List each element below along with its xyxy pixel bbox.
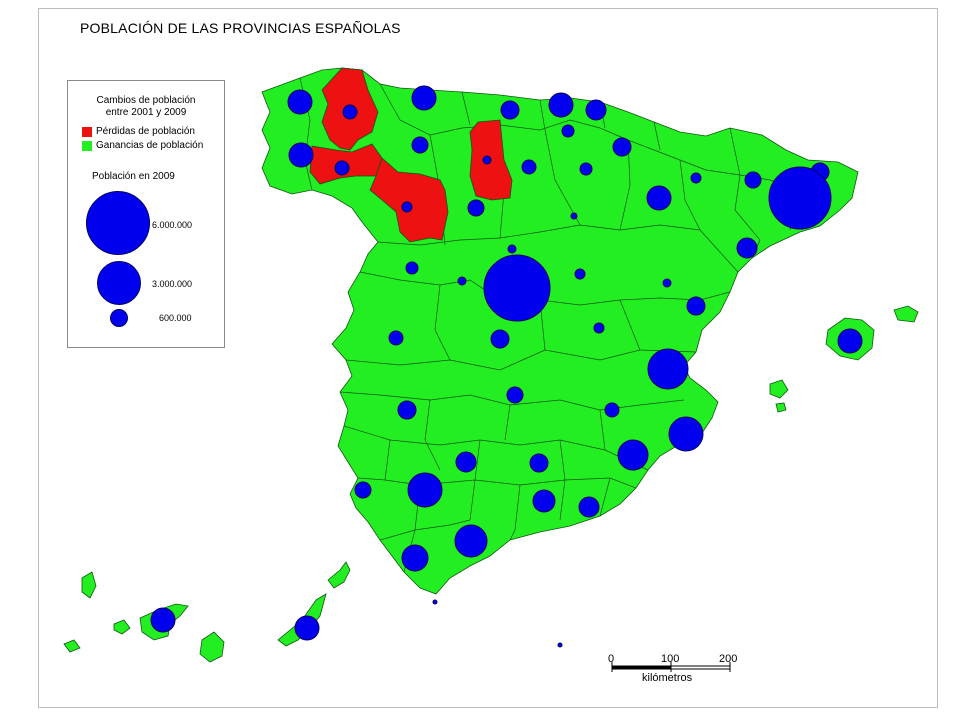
legend-value-small: 600.000: [159, 313, 192, 323]
scale-bar: [611, 662, 731, 672]
bubble-tarragona: [736, 237, 758, 259]
bubble-lleida: [744, 171, 762, 189]
island-la-gomera: [113, 619, 131, 635]
bubble-madrid: [483, 254, 551, 322]
bubble-malaga: [454, 524, 488, 558]
island-lanzarote: [327, 561, 351, 589]
bubble-jaen: [529, 453, 549, 473]
bubble-cuenca: [593, 322, 605, 334]
island-gran-canaria: [199, 631, 225, 663]
bubble-albacete: [604, 402, 620, 418]
bubble-ourense: [334, 160, 350, 176]
bubble-ceuta: [432, 599, 438, 605]
legend-circle-small: [110, 309, 128, 327]
loss-label: Pérdidas de población: [96, 126, 195, 137]
legend: Cambios de población entre 2001 y 2009 P…: [67, 80, 225, 348]
bubble-pontevedra: [288, 142, 314, 168]
gain-label: Ganancias de población: [96, 140, 204, 151]
island-menorca: [893, 305, 919, 323]
scale-tick-100: 100: [661, 653, 680, 665]
bubble-navarra: [612, 137, 632, 157]
bubble-zaragoza: [646, 185, 672, 211]
bubble-soria: [570, 212, 578, 220]
population-title: Población en 2009: [92, 171, 175, 182]
legend-value-large: 6.000.000: [152, 220, 193, 230]
bubble-baleares: [837, 328, 863, 354]
scale-unit: kilómetros: [642, 672, 693, 684]
bubble-sevilla: [407, 472, 443, 508]
bubble-huelva: [354, 481, 372, 499]
bubble-castellon: [686, 296, 706, 316]
bubble-avila: [457, 276, 467, 286]
bubble-alicante: [668, 416, 704, 452]
bubble-gipuzkoa: [585, 99, 607, 121]
bubble-huesca: [690, 172, 702, 184]
bubble-burgos: [521, 159, 537, 175]
bubble-ciudad-real: [506, 386, 524, 404]
bubble-leon: [411, 136, 429, 154]
legend-value-medium: 3.000.000: [152, 279, 193, 289]
bubble-valencia: [647, 348, 689, 390]
bubble-murcia: [617, 439, 649, 471]
bubble-lugo: [342, 104, 358, 120]
legend-title-line2: entre 2001 y 2009: [105, 107, 187, 118]
scale-tick-0: 0: [608, 653, 615, 665]
bubble-cadiz: [401, 544, 429, 572]
bubble-barcelona: [768, 166, 832, 230]
bubble-teruel: [662, 278, 672, 288]
bubble-las-palmas: [294, 615, 320, 641]
bubble-santa-cruz-de-tenerife: [150, 607, 176, 633]
legend-circle-large: [86, 191, 150, 255]
bubble-guadalajara: [574, 268, 586, 280]
island-ibiza: [769, 379, 789, 399]
legend-title-line1: Cambios de población: [96, 95, 196, 106]
bubble-palencia: [482, 155, 492, 165]
bubble-cordoba: [455, 451, 477, 473]
province-leon: [369, 157, 449, 243]
bubble-alava: [561, 124, 575, 138]
bubble-caceres: [388, 330, 404, 346]
bubble-la-rioja: [579, 162, 593, 176]
population-bubbles: [150, 85, 863, 648]
island-la-palma: [81, 571, 97, 599]
bubble-bizkaia: [548, 92, 574, 118]
bubble-melilla: [557, 642, 563, 648]
bubble-toledo: [490, 329, 510, 349]
gain-swatch: [82, 141, 92, 151]
bubble-valladolid: [467, 199, 485, 217]
island-el-hierro: [63, 639, 81, 653]
bubble-cantabria: [500, 100, 520, 120]
bubble-segovia: [507, 244, 517, 254]
bubble-zamora: [401, 201, 413, 213]
map-title: POBLACIÓN DE LAS PROVINCIAS ESPAÑOLAS: [80, 20, 401, 36]
island-formentera: [775, 402, 787, 413]
bubble-almeria: [578, 496, 600, 518]
bubble-asturias: [411, 85, 437, 111]
bubble-granada: [532, 489, 556, 513]
bubble-badajoz: [397, 400, 417, 420]
bubble-a-coruna: [287, 89, 313, 115]
bubble-salamanca: [405, 261, 419, 275]
legend-circle-medium: [97, 261, 141, 305]
loss-swatch: [82, 127, 92, 137]
scale-tick-200: 200: [719, 653, 738, 665]
